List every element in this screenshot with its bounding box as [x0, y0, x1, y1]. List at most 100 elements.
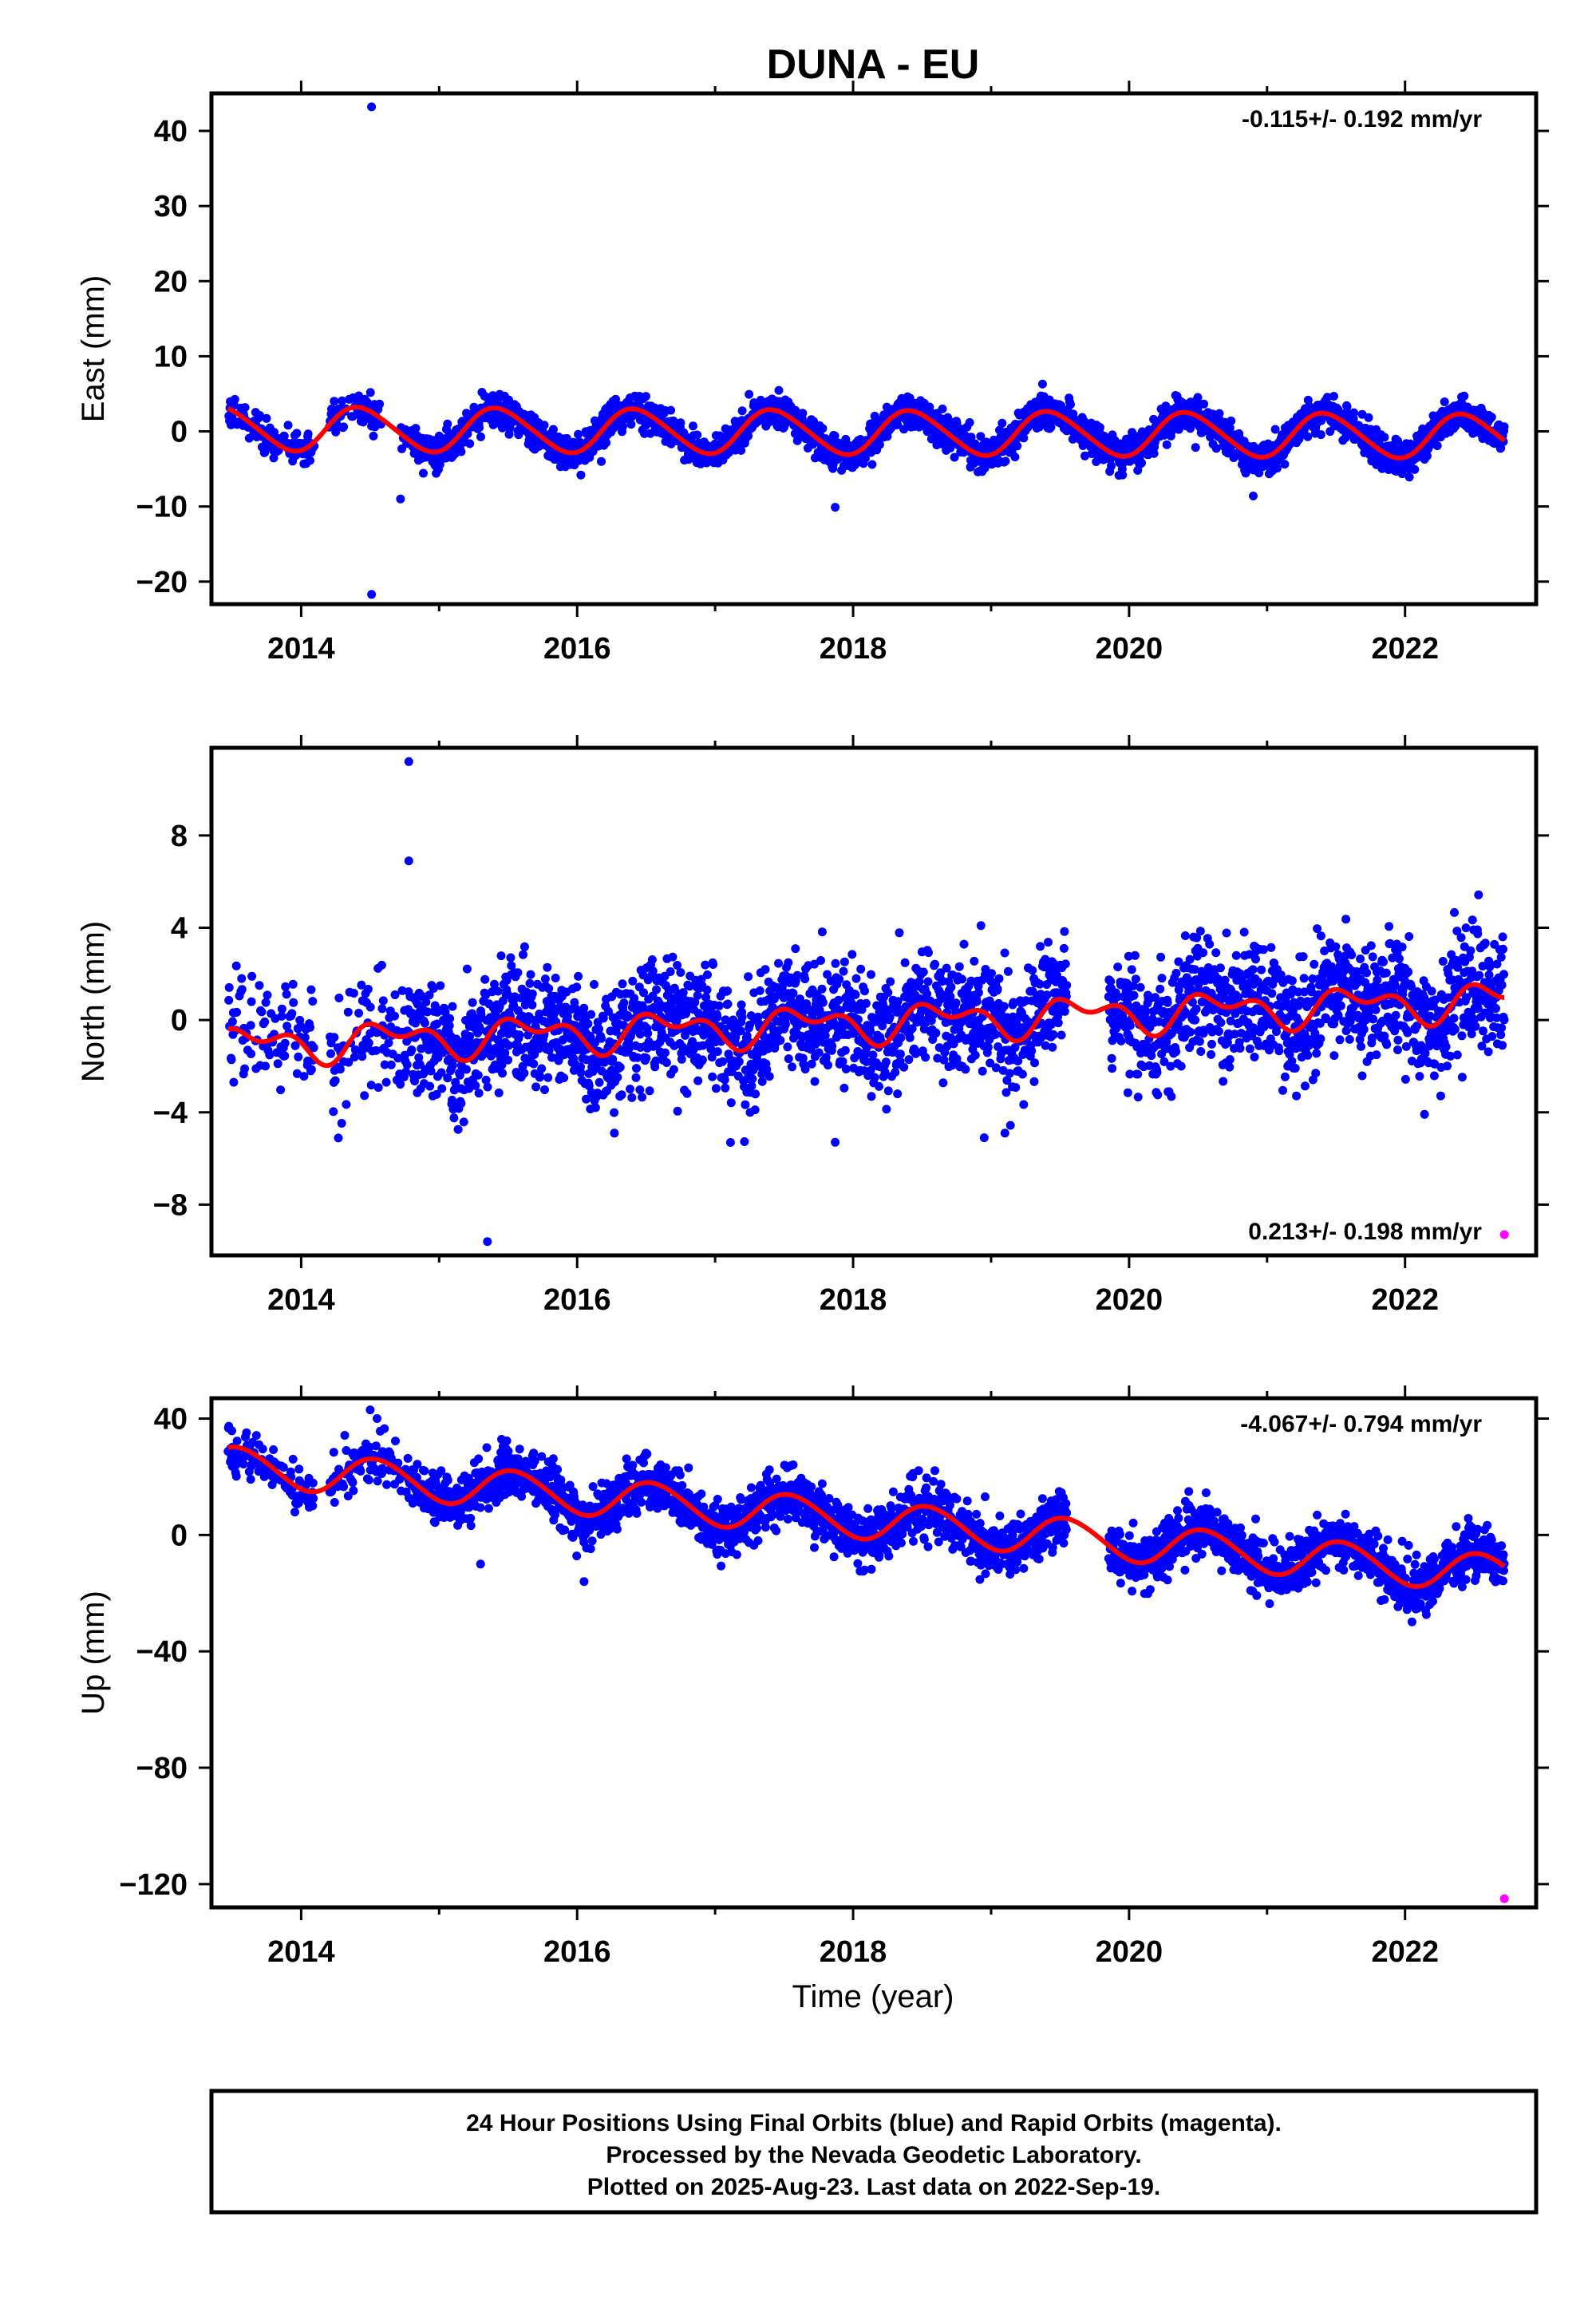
east-data-point	[1325, 427, 1335, 437]
north-data-point	[849, 1029, 859, 1038]
north-data-point	[1009, 998, 1018, 1007]
north-data-point	[504, 1055, 513, 1065]
north-data-point	[907, 1024, 917, 1034]
north-data-point	[443, 1073, 452, 1083]
east-data-point	[950, 453, 959, 462]
north-data-point	[1030, 1058, 1039, 1068]
north-data-point	[354, 1009, 364, 1018]
north-data-point	[647, 955, 657, 964]
north-data-point	[904, 1055, 914, 1065]
east-data-point	[1272, 464, 1282, 473]
north-data-point	[451, 1077, 460, 1087]
north-data-point	[839, 957, 849, 966]
north-data-point	[349, 989, 358, 998]
north-data-point	[246, 1021, 255, 1030]
north-data-point	[893, 997, 903, 1006]
east-data-point	[1316, 430, 1325, 440]
east-data-point	[1329, 392, 1338, 401]
east-data-point	[676, 418, 685, 428]
north-data-point	[483, 1082, 492, 1092]
north-data-point	[436, 981, 445, 990]
north-data-point	[851, 974, 861, 983]
north-data-point	[994, 974, 1004, 983]
north-data-point	[983, 1042, 993, 1052]
east-outlier-point	[396, 494, 405, 504]
east-data-point	[602, 438, 611, 448]
north-data-point	[414, 1053, 424, 1062]
north-data-point	[776, 1036, 785, 1045]
east-data-point	[1380, 433, 1389, 442]
north-data-point	[334, 1133, 343, 1143]
north-data-point	[947, 1061, 957, 1070]
east-data-point	[1191, 443, 1200, 453]
east-data-point	[745, 389, 754, 399]
north-data-point	[326, 1049, 335, 1058]
north-data-point	[895, 1049, 905, 1059]
north-data-point	[582, 1094, 591, 1104]
north-data-point	[610, 1108, 619, 1117]
north-data-point	[839, 1083, 849, 1093]
north-data-point	[891, 1068, 900, 1077]
north-data-point	[729, 1015, 738, 1025]
east-data-point	[262, 413, 271, 423]
north-data-point	[247, 997, 256, 1006]
north-data-point	[615, 1062, 625, 1072]
east-data-point	[1095, 423, 1104, 432]
north-data-point	[366, 1081, 376, 1090]
north-data-point	[1027, 1046, 1037, 1056]
east-data-point	[860, 453, 870, 463]
north-data-point	[407, 1045, 417, 1054]
north-data-point	[513, 968, 523, 978]
east-y-axis-label: East (mm)	[76, 275, 111, 422]
north-data-point	[237, 974, 247, 983]
north-data-point	[725, 1138, 735, 1147]
north-data-point	[918, 967, 928, 977]
north-data-point	[883, 988, 893, 998]
east-data-point	[1118, 470, 1128, 480]
east-data-point	[774, 385, 784, 395]
north-data-point	[885, 1012, 895, 1022]
north-data-point	[525, 978, 535, 988]
north-data-point	[277, 1011, 286, 1021]
north-data-point	[673, 1106, 682, 1116]
north-data-point	[643, 1029, 653, 1038]
east-data-point	[1349, 408, 1358, 417]
north-data-point	[456, 1099, 466, 1108]
north-data-point	[240, 1064, 250, 1073]
north-data-point	[494, 1088, 504, 1097]
north-data-point	[923, 977, 933, 986]
north-data-point	[261, 1061, 271, 1071]
east-data-point	[411, 424, 421, 433]
north-data-point	[263, 990, 272, 1000]
north-data-point	[537, 1064, 547, 1073]
north-data-point	[816, 956, 825, 965]
north-data-point	[604, 1006, 613, 1016]
north-data-point	[788, 989, 798, 998]
north-data-point	[987, 969, 996, 978]
north-data-point	[421, 998, 431, 1006]
north-data-point	[755, 986, 764, 995]
north-data-point	[784, 958, 793, 967]
east-data-point	[1107, 461, 1116, 471]
east-data-point	[1211, 444, 1221, 453]
north-data-point	[506, 953, 516, 962]
north-data-point	[598, 1014, 608, 1023]
north-data-point	[462, 964, 472, 974]
east-data-point	[401, 425, 410, 434]
north-data-point	[1005, 1120, 1015, 1130]
north-data-point	[576, 1068, 586, 1077]
north-data-point	[1000, 948, 1009, 958]
north-data-point	[635, 1085, 645, 1094]
north-data-point	[365, 1002, 375, 1012]
north-data-point	[750, 1105, 760, 1115]
north-data-point	[390, 1011, 399, 1021]
y-tick-label: 40	[154, 115, 188, 148]
north-data-point	[1005, 1069, 1014, 1078]
y-tick-label: 30	[154, 190, 188, 223]
north-data-point	[697, 974, 706, 984]
north-data-point	[707, 1053, 717, 1062]
north-data-point	[425, 1081, 435, 1091]
north-data-point	[939, 1055, 949, 1065]
